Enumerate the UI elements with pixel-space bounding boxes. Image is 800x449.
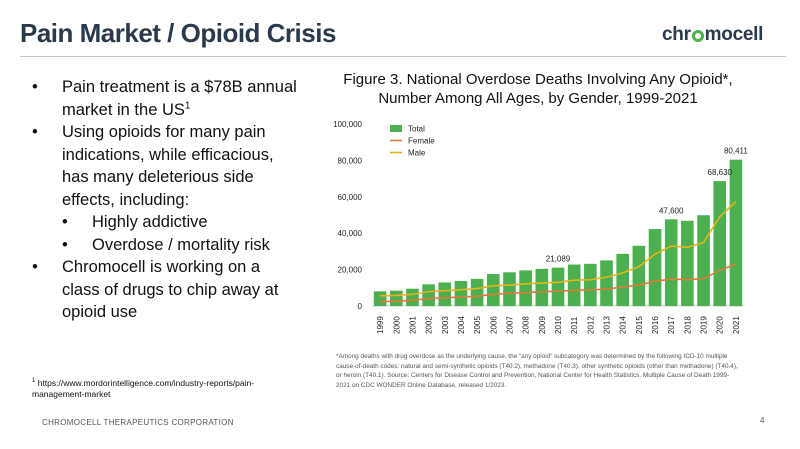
bar-total-2006 [486, 274, 500, 306]
legend-entry: Male [408, 149, 426, 158]
bar-total-2004 [454, 280, 468, 306]
y-tick-label: 80,000 [338, 156, 363, 165]
logo-text-end: mocell [704, 24, 764, 45]
bar-total-2007 [503, 272, 516, 306]
x-tick-label: 2002 [425, 316, 434, 334]
footnote-ref: 1 [184, 100, 191, 111]
page-number: 4 [760, 416, 765, 425]
bar-total-2011 [567, 264, 581, 306]
data-label: 68,630 [708, 168, 733, 177]
y-tick-label: 100,000 [333, 120, 362, 129]
bar-total-2021 [729, 159, 743, 306]
bullet-opioid-use-text: Using opioids for many pain indications,… [62, 123, 274, 209]
bar-total-1999 [373, 291, 387, 306]
x-tick-label: 2006 [489, 316, 498, 334]
logo-text-start: chr [662, 24, 691, 45]
legend-entry: Total [408, 125, 425, 134]
bar-total-2019 [697, 215, 710, 306]
footnote: 1 https://www.mordorintelligence.com/ind… [32, 376, 302, 400]
bullet-chromocell: Chromocell is working on a class of drug… [32, 256, 302, 324]
x-tick-label: 2008 [522, 316, 531, 334]
x-tick-label: 2010 [554, 316, 563, 334]
x-tick-label: 2015 [635, 316, 644, 334]
sub-bullet-addictive-text: Highly addictive [92, 213, 208, 231]
page-title: Pain Market / Opioid Crisis [20, 18, 336, 48]
bar-total-2018 [681, 220, 694, 306]
x-tick-label: 2020 [716, 316, 725, 334]
bullet-market-size: Pain treatment is a $78B annual market i… [32, 76, 302, 121]
bullet-market-size-text: Pain treatment is a $78B annual market i… [62, 78, 297, 119]
footer-company: CHROMOCELL THERAPEUTICS CORPORATION [42, 418, 234, 427]
company-logo: chr mocell [662, 24, 763, 46]
data-label: 21,089 [546, 255, 571, 264]
x-tick-label: 2021 [732, 316, 741, 334]
bar-total-2003 [438, 282, 452, 306]
x-tick-label: 2001 [408, 316, 417, 334]
sub-bullet-overdose-text: Overdose / mortality risk [92, 235, 270, 254]
y-tick-label: 40,000 [338, 229, 363, 238]
line-male [380, 200, 737, 297]
y-tick-label: 20,000 [338, 266, 363, 275]
bar-total-2014 [616, 253, 630, 306]
x-tick-label: 1999 [376, 316, 385, 334]
bullet-opioid-use: Using opioids for many pain indications,… [32, 121, 302, 211]
x-tick-label: 2011 [570, 316, 579, 334]
data-label: 47,600 [659, 206, 684, 215]
bar-total-2005 [470, 278, 484, 306]
x-tick-label: 2004 [457, 316, 466, 334]
x-tick-label: 2005 [473, 316, 482, 334]
footnote-marker: 1 [32, 378, 36, 384]
x-tick-label: 2007 [505, 316, 514, 334]
bar-total-2016 [648, 229, 662, 306]
bullet-chromocell-text: Chromocell is working on a class of drug… [62, 258, 279, 321]
bar-total-2008 [519, 270, 532, 306]
x-tick-label: 2003 [441, 316, 450, 334]
sub-bullet-overdose: Overdose / mortality risk [32, 234, 302, 257]
bar-total-2015 [632, 245, 646, 306]
x-tick-label: 2013 [603, 316, 612, 334]
legend-swatch-total [390, 125, 402, 132]
bullet-list: Pain treatment is a $78B annual market i… [32, 76, 302, 324]
sub-bullet-addictive: Highly addictive [32, 211, 302, 234]
x-tick-label: 2016 [651, 316, 660, 334]
bar-total-2017 [664, 219, 678, 306]
legend-entry: Female [408, 137, 435, 146]
header-divider [20, 56, 786, 57]
line-female [380, 263, 737, 303]
bar-total-2000 [389, 290, 403, 306]
logo-o-mark [691, 30, 704, 42]
bar-total-2009 [535, 268, 549, 306]
bar-total-2012 [584, 263, 597, 306]
chart-source-note: *Among deaths with drug overdose as the … [336, 353, 738, 389]
data-label: 80,411 [724, 147, 748, 156]
bar-total-2002 [422, 284, 435, 306]
bar-total-2010 [551, 267, 565, 306]
bar-total-2001 [406, 288, 419, 306]
bar-total-2020 [713, 181, 727, 306]
x-tick-label: 2014 [619, 316, 628, 334]
overdose-chart: 0 20,000 40,000 60,000 80,000 100,000 1999 2000… [333, 120, 748, 334]
y-tick-label: 0 [358, 302, 363, 311]
bar-total-2013 [600, 260, 613, 306]
x-tick-label: 2019 [700, 316, 709, 334]
x-tick-label: 2012 [586, 316, 595, 334]
x-tick-label: 2000 [392, 316, 401, 334]
footnote-link[interactable]: https://www.mordorintelligence.com/indus… [32, 377, 255, 399]
y-tick-label: 60,000 [338, 193, 363, 202]
chart-title: Figure 3. National Overdose Deaths Invol… [343, 71, 733, 107]
x-tick-label: 2017 [667, 316, 676, 334]
x-tick-label: 2009 [538, 316, 547, 334]
x-tick-label: 2018 [683, 316, 692, 334]
